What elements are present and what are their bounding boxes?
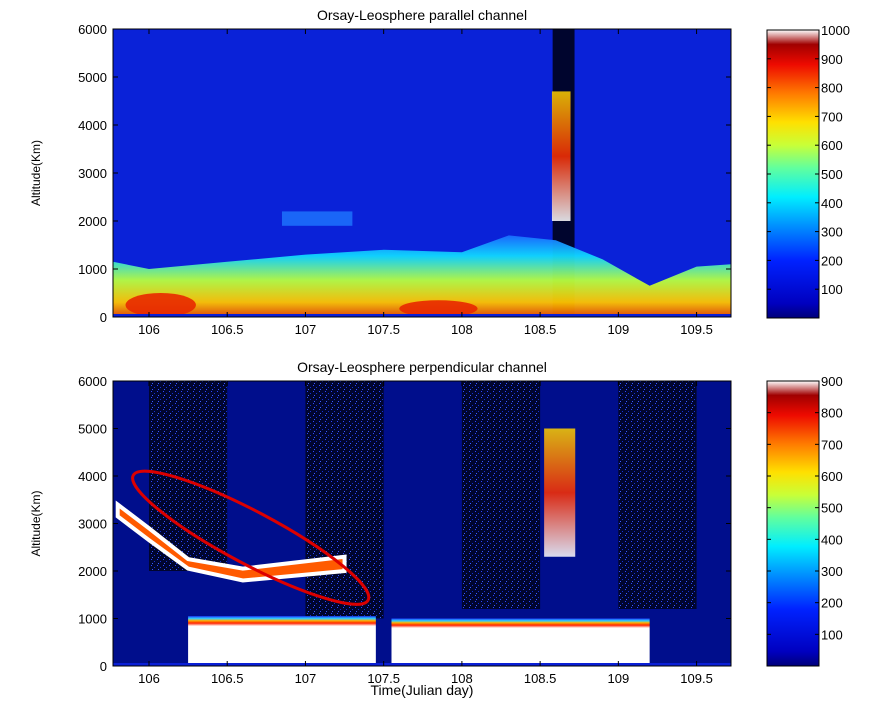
feature-plume-4 [551,91,571,222]
y-tick-label: 1000 [78,262,107,277]
heatmap-field [113,381,731,666]
colorbar-tick-label: 900 [821,52,843,67]
colorbar-tick-label: 500 [821,501,843,516]
feature-plume-3 [544,428,576,557]
chart-title: Orsay-Leosphere perpendicular channel [297,359,547,375]
x-tick-label: 108 [451,322,473,337]
colorbar-tick-label: 400 [821,532,843,547]
y-tick-label: 2000 [78,214,107,229]
colorbar-tick-label: 200 [821,253,843,268]
colorbar [766,29,820,319]
chart-panel-1: 106 106.5 107 107.5 108 108.5 109 109.5 0 1000 200… [29,7,850,337]
colorbar-tick-label: 600 [821,469,843,484]
y-tick-label: 3000 [78,166,107,181]
colorbar-tick-label: 700 [821,437,843,452]
y-tick-label: 5000 [78,70,107,85]
x-tick-label: 106.5 [211,671,244,686]
colorbar-tick-label: 800 [821,81,843,96]
x-tick-label: 106.5 [211,322,244,337]
feature-saturated-boundary-layer-0 [188,616,376,666]
chart-title: Orsay-Leosphere parallel channel [317,7,527,23]
x-tick-label: 109 [608,322,630,337]
colorbar-tick-label: 700 [821,109,843,124]
x-tick-label: 106 [138,671,160,686]
colorbar-tick-label: 100 [821,627,843,642]
feature-elevated-layer-3 [281,211,353,226]
y-tick-label: 3000 [78,517,107,532]
y-tick-label: 6000 [78,374,107,389]
heatmap-field [113,29,731,317]
x-tick-label: 106 [138,322,160,337]
feature-saturated-boundary-layer-1 [391,618,650,666]
feature-elevated-layer-2 [115,500,347,583]
colorbar-tick-label: 800 [821,406,843,421]
feature-boundary-layer-top-0 [113,235,731,317]
y-tick-label: 4000 [78,469,107,484]
feature-night-noise-band-7 [618,381,697,609]
x-axis-label: Time(Julian day) [371,682,474,698]
y-tick-label: 2000 [78,564,107,579]
annotation-ellipse [131,469,371,606]
chart-panel-2: 106 106.5 107 107.5 108 108.5 109 109.5 0 1000 200… [29,359,843,698]
x-tick-label: 108 [451,671,473,686]
x-tick-label: 108.5 [524,671,557,686]
feature-night-noise-band-5 [305,381,384,619]
feature-night-noise-band-6 [461,381,541,609]
y-tick-label: 4000 [78,118,107,133]
chart-panels: 106 106.5 107 107.5 108 108.5 109 109.501000200… [29,7,850,698]
x-tick-label: 109 [608,671,630,686]
colorbar-tick-label: 100 [821,282,843,297]
ground-strip [113,314,731,317]
colorbar-tick-label: 200 [821,596,843,611]
y-tick-label: 5000 [78,422,107,437]
y-tick-label: 0 [100,659,107,674]
x-tick-label: 108.5 [524,322,557,337]
colorbar-tick-label: 400 [821,196,843,211]
colorbar-tick-label: 1000 [821,23,850,38]
y-axis-label: Altitude(Km) [29,140,43,206]
colorbar [766,380,820,667]
x-tick-label: 109.5 [680,671,713,686]
y-axis-label: Altitude(Km) [29,490,43,556]
ground-strip [113,663,731,666]
y-tick-label: 6000 [78,22,107,37]
x-tick-label: 107 [295,671,317,686]
colorbar-tick-label: 300 [821,564,843,579]
x-tick-label: 109.5 [680,322,713,337]
y-tick-label: 1000 [78,612,107,627]
feature-high-value-region-2 [399,300,478,317]
y-tick-label: 0 [100,310,107,325]
colorbar-tick-label: 500 [821,167,843,182]
feature-high-value-region-1 [125,293,196,317]
colorbar-tick-label: 900 [821,374,843,389]
x-tick-label: 107.5 [367,671,400,686]
colorbar-tick-label: 600 [821,138,843,153]
x-tick-label: 107 [295,322,317,337]
colorbar-tick-label: 300 [821,225,843,240]
x-tick-label: 107.5 [367,322,400,337]
